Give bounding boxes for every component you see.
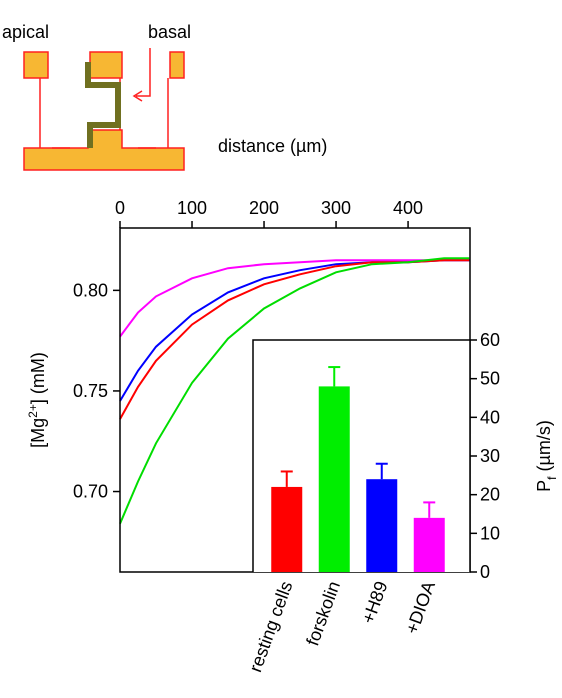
y2-tick-label: 10 bbox=[480, 523, 500, 543]
x-tick-label: +DIOA bbox=[402, 579, 439, 637]
x-axis-label: distance (µm) bbox=[218, 136, 327, 156]
y2-tick-label: 50 bbox=[480, 369, 500, 389]
bar bbox=[318, 386, 350, 572]
y2-axis-label: Pf (µm/s) bbox=[534, 420, 559, 492]
x-tick-label: 0 bbox=[115, 198, 125, 218]
y-tick-label: 0.75 bbox=[73, 381, 108, 401]
y2-label-part: (µm/s) bbox=[534, 420, 554, 476]
bar bbox=[413, 517, 445, 572]
bar bbox=[271, 486, 303, 572]
bar bbox=[366, 479, 398, 572]
x-tick-label: 100 bbox=[177, 198, 207, 218]
y2-tick-label: 60 bbox=[480, 330, 500, 350]
label-apical: apical bbox=[2, 22, 49, 42]
x-tick-label: 300 bbox=[321, 198, 351, 218]
y2-tick-label: 30 bbox=[480, 446, 500, 466]
well-walls bbox=[39, 78, 169, 148]
y2-tick-label: 20 bbox=[480, 485, 500, 505]
probe-arrow bbox=[132, 48, 151, 102]
insert-rim bbox=[23, 51, 185, 79]
y-label-part: [Mg bbox=[28, 418, 48, 448]
y2-tick-label: 0 bbox=[480, 562, 490, 582]
y2-label-part: P bbox=[534, 480, 554, 492]
y-axis-label: [Mg2+] (mM) bbox=[26, 352, 48, 448]
y-label-part: ] (mM) bbox=[28, 352, 48, 404]
label-basal: basal bbox=[148, 22, 191, 42]
inset-frame bbox=[252, 339, 471, 572]
x-tick-label: 400 bbox=[393, 198, 423, 218]
cell-layer bbox=[85, 62, 121, 148]
line-series bbox=[119, 259, 470, 338]
y-label-sup: 2+ bbox=[26, 404, 40, 418]
y-tick-label: 0.80 bbox=[73, 280, 108, 300]
x-tick-label: 200 bbox=[249, 198, 279, 218]
y2-label-sub: f bbox=[545, 476, 559, 480]
insert-base bbox=[23, 129, 185, 171]
line-series bbox=[119, 257, 470, 525]
x-tick-label: resting cells bbox=[245, 579, 296, 675]
schematic: apical basal bbox=[2, 22, 191, 171]
x-tick-label: +H89 bbox=[358, 579, 392, 627]
x-tick-label: forskolin bbox=[302, 579, 344, 649]
y-tick-label: 0.70 bbox=[73, 482, 108, 502]
y2-tick-label: 40 bbox=[480, 407, 500, 427]
